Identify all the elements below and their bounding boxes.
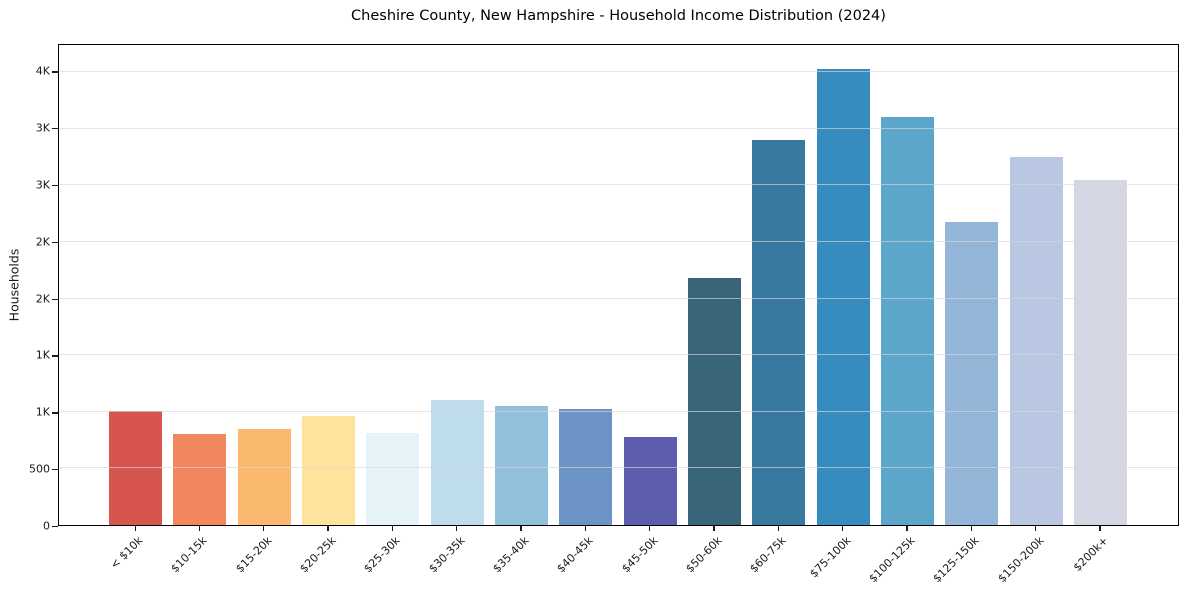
bar-100-125k [880, 117, 934, 525]
bar-10k [109, 410, 162, 525]
x-tick-mark [713, 526, 715, 531]
x-tick-mark [906, 526, 908, 531]
y-tick-label: 0 [43, 519, 50, 533]
x-tick-mark [134, 526, 136, 531]
x-tick-label: $35-40k [490, 534, 532, 576]
x-tick-label: $125-150k [930, 534, 982, 586]
bar-45-50k [623, 436, 677, 525]
y-tick-mark [52, 128, 58, 130]
x-tick-mark [842, 526, 844, 531]
y-tick-label: 500 [29, 462, 50, 476]
bar-25-30k [366, 432, 420, 525]
bar-125-150k [945, 221, 999, 525]
gridline [59, 71, 1178, 73]
bar-50-60k [687, 277, 741, 525]
x-tick-mark [1099, 526, 1101, 531]
y-tick-label: 1K [35, 348, 50, 362]
bar-15-20k [237, 429, 291, 525]
x-tick-label: $60-75k [747, 534, 789, 576]
y-tick-mark [52, 412, 58, 414]
x-tick-mark [584, 526, 587, 531]
bar-40-45k [559, 408, 613, 525]
y-tick-label: 2K [35, 235, 50, 249]
y-tick-label: 4K [35, 64, 50, 78]
y-axis-label: Households [6, 248, 22, 322]
x-tick-label: < $10k [108, 534, 146, 572]
y-tick-mark [52, 469, 58, 471]
x-tick-label: $150-200k [995, 534, 1047, 586]
x-tick-label: $10-15k [168, 534, 211, 576]
x-tick-mark [198, 526, 201, 531]
gridline [59, 127, 1178, 129]
y-tick-mark [52, 526, 58, 528]
x-tick-label: $50-60k [683, 534, 725, 576]
plot-area [58, 44, 1179, 526]
x-tick-label: $75-100k [807, 534, 854, 581]
x-tick-mark [649, 526, 651, 531]
x-tick-label: $20-25k [297, 534, 339, 576]
bar-30-35k [430, 400, 484, 525]
x-tick-label: $40-45k [554, 534, 596, 576]
y-tick-label: 2K [35, 292, 50, 306]
y-tick-mark [52, 241, 58, 244]
y-tick-label: 3K [35, 178, 50, 192]
x-tick-mark [456, 526, 458, 531]
x-tick-label: $200k+ [1070, 534, 1111, 575]
y-tick-mark [52, 71, 58, 73]
bar-150-200k [1009, 157, 1063, 525]
bar-35-40k [494, 406, 548, 525]
x-tick-mark [970, 526, 973, 531]
x-tick-mark [1035, 526, 1037, 531]
x-tick-mark [777, 526, 780, 531]
y-tick-mark [52, 184, 58, 187]
bar-75-100k [816, 68, 870, 525]
x-tick-label: $30-35k [426, 534, 468, 576]
x-tick-label: $100-125k [866, 534, 918, 586]
x-tick-label: $25-30k [361, 534, 404, 576]
x-tick-mark [520, 526, 522, 531]
bar-200k [1073, 180, 1127, 525]
bar-20-25k [301, 416, 355, 525]
x-tick-label: $45-50k [619, 534, 661, 576]
x-tick-mark [263, 526, 265, 531]
y-tick-mark [52, 298, 58, 300]
y-tick-label: 1K [35, 405, 50, 419]
y-tick-label: 3K [35, 121, 50, 135]
y-tick-mark [52, 355, 58, 357]
bar-10-15k [173, 434, 227, 525]
chart-title: Cheshire County, New Hampshire - Househo… [351, 8, 886, 24]
x-tick-label: $15-20k [233, 534, 275, 576]
x-tick-mark [391, 526, 394, 531]
bar-60-75k [752, 140, 806, 525]
x-tick-mark [327, 526, 329, 531]
